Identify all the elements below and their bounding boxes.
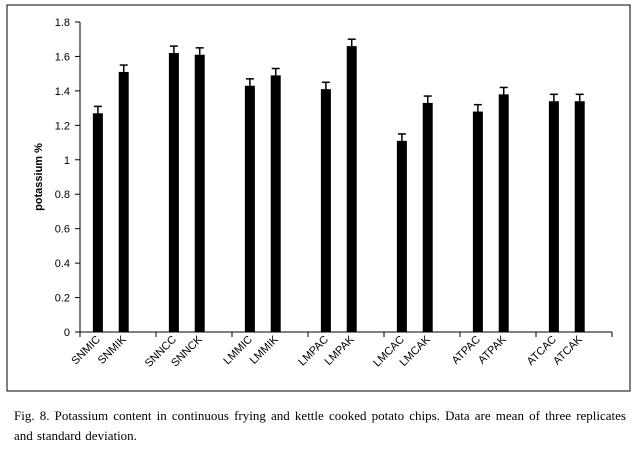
y-tick-label: 1 [64, 155, 70, 167]
chart-border [6, 4, 631, 392]
bar-atpac [472, 111, 483, 332]
x-tick-label: LMMIC [221, 334, 255, 368]
bar-atcac [548, 101, 559, 332]
bar-atcak [574, 101, 585, 332]
chart-area: 0 0.2 0.4 0.6 0.8 1 1.2 1.4 1.6 1.8 potassium % SNM… [6, 4, 631, 392]
figure-caption: Fig. 8. Potassium content in continuous … [14, 408, 626, 443]
bar-lmcak [422, 102, 433, 332]
bar-lmpak [346, 46, 357, 332]
y-tick-label: 0.8 [55, 189, 70, 201]
x-tick-label: ATPAC [450, 334, 483, 367]
bar-lmmik [270, 75, 281, 332]
x-tick-label: LMMIK [248, 333, 282, 367]
y-tick-label: 1.6 [55, 51, 70, 63]
bar-chart: 0 0.2 0.4 0.6 0.8 1 1.2 1.4 1.6 1.8 potassium % SNM… [6, 4, 631, 392]
bar-lmpac [320, 89, 331, 333]
x-tick-label: SNMIC [69, 334, 103, 368]
y-tick-label: 0.6 [55, 224, 70, 236]
bar-snnck [194, 54, 205, 332]
bar-lmcac [396, 140, 407, 332]
y-tick-label: 0.4 [55, 258, 70, 270]
bar-snmic [92, 113, 103, 333]
y-tick-label: 0 [64, 327, 70, 339]
bar-snmik [118, 71, 129, 332]
y-axis-label: potassium % [33, 143, 45, 211]
x-tick-label: SNMIK [96, 333, 130, 367]
bar-atpak [498, 94, 509, 332]
y-tick-label: 1.2 [55, 120, 70, 132]
y-tick-label: 0.2 [55, 293, 70, 305]
bar-snncc [168, 53, 179, 332]
x-tick-label: LMPAK [323, 333, 358, 368]
y-tick-label: 1.8 [55, 17, 70, 29]
x-tick-label: ATCAK [551, 333, 585, 367]
x-tick-label: ATPAK [476, 333, 509, 366]
y-tick-label: 1.4 [55, 86, 70, 98]
bar-lmmic [244, 85, 255, 332]
